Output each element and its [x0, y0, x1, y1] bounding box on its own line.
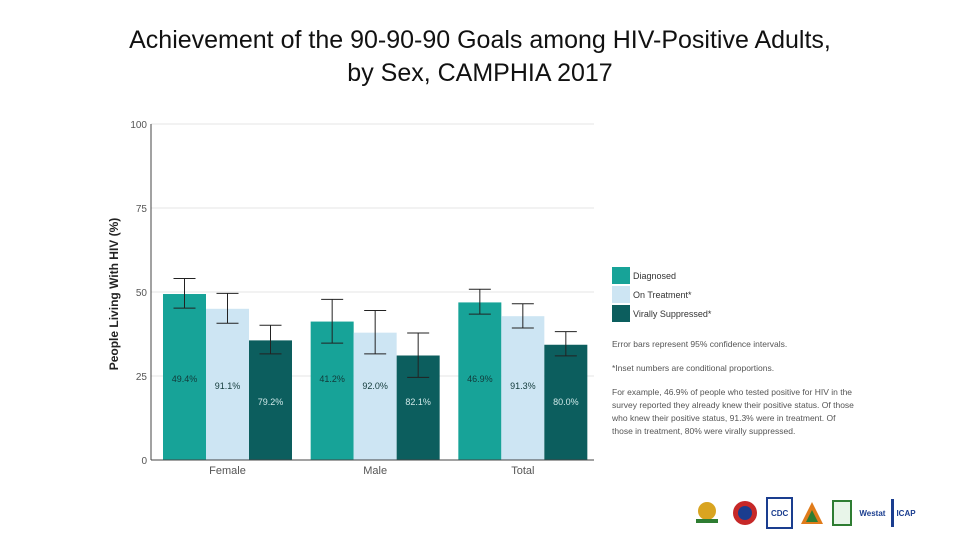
data-label: 91.1%	[215, 381, 241, 391]
data-label: 80.0%	[553, 397, 579, 407]
shield-logo	[831, 499, 853, 527]
cdc-logo-text: CDC	[771, 508, 789, 518]
bar	[458, 302, 502, 460]
coat-of-arms-logo	[690, 499, 724, 527]
legend: Diagnosed On Treatment* Virally Suppress…	[612, 266, 711, 323]
cdc-logo: CDC	[766, 497, 794, 529]
y-tick-label: 100	[130, 120, 147, 131]
bar	[544, 344, 588, 460]
y-tick-label: 75	[136, 204, 148, 215]
icap-logo-text: ICAP	[896, 508, 916, 518]
data-label: 41.2%	[319, 374, 345, 384]
legend-item-on-treatment: On Treatment*	[612, 285, 711, 304]
legend-label-virally-suppressed: Virally Suppressed*	[633, 308, 712, 319]
legend-label-on-treatment: On Treatment*	[633, 289, 692, 300]
data-label: 49.4%	[172, 374, 198, 384]
y-tick-label: 0	[141, 456, 147, 467]
westat-logo-text: Westat	[859, 508, 886, 518]
partner-logos: CDC Westat ICAP	[690, 497, 916, 529]
usa-flag-logo	[730, 499, 760, 527]
x-tick-label: Male	[363, 465, 387, 477]
bar	[206, 308, 249, 460]
note-inset-numbers: *Inset numbers are conditional proportio…	[612, 363, 775, 373]
legend-label-diagnosed: Diagnosed	[633, 270, 677, 281]
bar	[249, 340, 292, 460]
title-line-1: Achievement of the 90-90-90 Goals among …	[129, 26, 831, 54]
legend-swatch-on-treatment	[612, 286, 630, 303]
bar	[501, 316, 545, 460]
data-label: 46.9%	[467, 374, 493, 384]
note-example: For example, 46.9% of people who tested …	[612, 387, 854, 436]
x-tick-label: Total	[511, 465, 534, 477]
triangle-logo	[799, 499, 825, 527]
legend-item-diagnosed: Diagnosed	[612, 266, 711, 285]
chart-notes: Error bars represent 95% confidence inte…	[612, 338, 857, 449]
legend-item-virally-suppressed: Virally Suppressed*	[612, 304, 711, 323]
data-label: 91.3%	[510, 381, 536, 391]
title-line-2: by Sex, CAMPHIA 2017	[347, 59, 613, 87]
bar	[163, 294, 206, 460]
note-error-bars: Error bars represent 95% confidence inte…	[612, 339, 788, 349]
x-tick-label: Female	[209, 465, 246, 477]
chart-title: Achievement of the 90-90-90 Goals among …	[0, 24, 960, 90]
data-label: 82.1%	[405, 397, 431, 407]
y-tick-label: 25	[136, 372, 148, 383]
y-tick-label: 50	[136, 288, 148, 299]
icap-logo: ICAP	[891, 499, 916, 527]
data-label: 79.2%	[258, 397, 284, 407]
legend-swatch-diagnosed	[612, 267, 630, 284]
legend-swatch-virally-suppressed	[612, 305, 630, 322]
y-axis-label: People Living With HIV (%)	[107, 218, 121, 371]
bar	[310, 321, 354, 460]
westat-logo: Westat	[859, 499, 885, 527]
data-label: 92.0%	[362, 381, 388, 391]
